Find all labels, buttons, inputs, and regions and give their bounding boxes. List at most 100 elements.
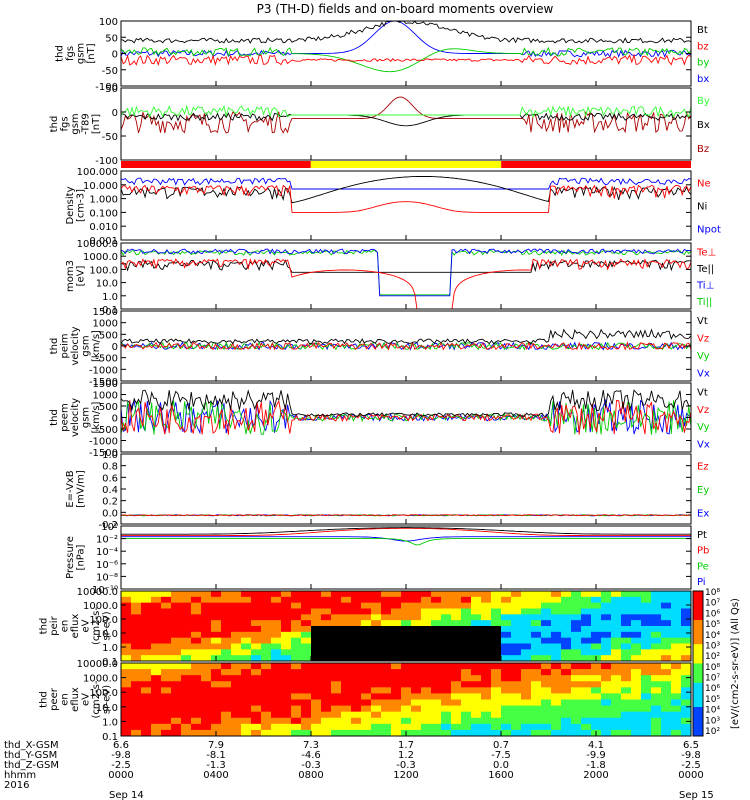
ytick-label: -100 [95,82,118,93]
trace-fgs-gsm-bx [120,20,692,58]
ytick-label: 10⁻⁴ [96,547,118,558]
ytick-label: -1500 [89,377,118,388]
ylabel-line: mom3 [65,260,76,292]
trace-pressure-Pt [121,527,691,535]
x-tick-label: -2.5 [111,760,131,771]
trace-fgs-gsm-t89-Bx [120,112,692,127]
legend-peem-velocity-2: Vy [697,422,710,433]
trace-density-Npot [120,177,692,190]
x-tick-label: -9.9 [586,750,606,761]
colorbar-tick: 10⁸ [705,588,720,598]
trace-temperature-Te⊥ [120,257,692,310]
panel-density: 100.000 10.000 1.000 0.100 0.010 0.001 Density… [65,167,721,247]
legend-efield-2: Ex [697,508,709,519]
colorbar-tick: 10³ [705,716,720,726]
x-tick-label: 7.3 [303,740,319,751]
ylabel-line: (cm2-s- [91,607,102,645]
trace-fgs-gsm-Bt [120,20,692,44]
ylabel-line: peim [60,333,71,358]
panel-frame-efield [120,453,692,525]
x-row-label: thd_X-GSM [4,740,59,751]
ytick-label: 500 [99,402,118,413]
ytick-label: 0 [112,342,118,353]
legend-density-1: Ni [697,202,707,213]
trace-pressure-Pe [121,538,691,546]
ytick-label: -0.2 [98,520,118,531]
legend-peim-velocity-2: Vy [697,351,710,362]
colorbar-tick: 10⁴ [705,631,720,641]
x-row-label: hhmm [4,770,36,781]
ytick-label: 10.0 [96,279,118,290]
x-tick-label: 2000 [583,770,608,781]
x-tick-label: 0400 [203,770,228,781]
trace-peem-velocity-Vz [120,399,692,435]
ylabel-line: gsm [75,43,86,64]
ytick-label: 0.001 [89,236,118,247]
status-bar-segment-0 [121,161,311,168]
ylabel-line: (cm2-s- [91,680,102,718]
ylabel-line: peem [60,403,71,431]
x-row-label: 2016 [4,780,29,791]
ytick-label: 100.0 [89,265,118,276]
ytick-label: 0.1 [102,305,118,316]
x-row-label: thd_Y-GSM [4,750,57,761]
ytick-label: 10.000 [83,181,118,192]
x-tick-label: -7.5 [491,750,511,761]
ytick-label: 10000.0 [77,587,118,598]
x-tick-label: 4.1 [588,740,604,751]
x-tick-label: 1600 [488,770,513,781]
ytick-label: 0.010 [89,222,118,233]
trace-peim-velocity-Vz [120,341,692,351]
colorbar-label: [eV/(cm2-s-sr-eV)] (All Qs) [730,598,741,729]
ytick-label: 100.0 [89,615,118,626]
ytick-label: 50 [105,33,118,44]
ytick-label: 0.6 [102,473,118,484]
panel-temperature: 10000.0 1000.0 100.0 10.0 1.0 0.1 mom3 [eV] Te⊥ T… [65,239,717,316]
ylabel-line: -T89 [81,113,92,135]
ylabel-line: fgs [60,116,71,131]
ylabel-line: Pressure [65,536,76,579]
legend-fgs-gsm-t89-1: Bx [697,120,710,131]
ytick-label: 100.000 [77,167,118,178]
status-bar-segment-2 [501,161,691,168]
ylabel-line: [mV/m] [75,470,86,508]
colorbar-tick: 10⁷ [705,599,720,609]
ylabel-line: velocity [70,326,81,365]
legend-fgs-gsm-1: bz [697,41,709,52]
legend-density-2: Npot [697,225,721,236]
ytick-label: 0 [112,50,118,61]
ylabel-line: [nPa] [75,544,86,570]
legend-fgs-gsm-0: Bt [697,25,708,36]
ytick-label: 10000.0 [77,239,118,250]
ylabel-line: Density [65,186,76,224]
ylabel-line: thd [49,409,60,426]
panel-fgs-gsm: 100 50 0 -50 -100 thd fgs gsm [nT] Bt bz by bx [54,17,709,93]
x-tick-label: -0.3 [301,760,321,771]
ytick-label: 1.0 [102,292,118,303]
legend-peem-velocity-0: Vt [697,388,708,399]
ytick-label: 1500 [93,379,118,390]
ylabel-line: E=-VxB [65,470,76,507]
legend-temperature-0: Te⊥ [696,247,716,258]
ytick-label: 10⁻⁸ [96,572,118,583]
ylabel-line: thd [39,691,50,708]
panel-efield: 1.00.80.60.40.20.0-0.2 E=-VxB [mV/m] Ez Ey Ex [65,450,710,531]
trace-fgs-gsm-t89-Bz [120,96,692,134]
x-tick-label: 0.7 [493,740,509,751]
ytick-label: 1500 [93,307,118,318]
trace-peem-velocity-Vy [120,400,692,435]
ytick-label: -1500 [89,448,118,459]
ylabel-line: eV [81,619,92,632]
legend-pressure-0: Pt [697,530,707,541]
ytick-label: 10⁻² [96,535,118,546]
ytick-label: 0.4 [102,485,118,496]
legend-fgs-gsm-2: by [697,58,709,69]
ytick-label: -100 [95,156,118,167]
legend-pressure-1: Pb [697,546,709,557]
ytick-label: 0.8 [102,462,118,473]
ytick-label: -500 [95,354,118,365]
ylabel-line: thd [54,45,65,62]
